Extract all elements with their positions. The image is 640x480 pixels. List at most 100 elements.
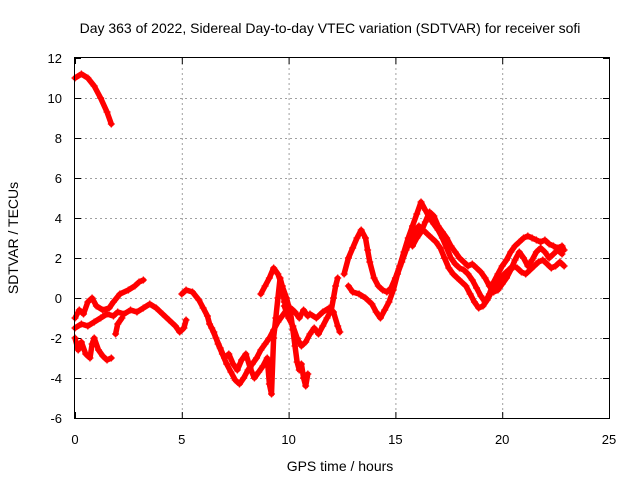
data-point — [398, 258, 406, 266]
data-point — [470, 298, 478, 306]
data-point — [408, 242, 416, 250]
series-segment-7 — [208, 274, 288, 398]
data-point — [94, 346, 102, 354]
data-point — [511, 242, 519, 250]
data-point — [278, 282, 286, 290]
data-point — [84, 322, 92, 330]
data-point — [451, 248, 459, 256]
data-point — [558, 242, 566, 250]
data-point — [124, 286, 132, 294]
data-point — [477, 292, 485, 300]
data-point — [146, 300, 154, 308]
data-point — [180, 324, 188, 332]
data-point — [364, 246, 372, 254]
data-point — [372, 308, 380, 316]
data-point — [468, 276, 476, 284]
data-point — [453, 274, 461, 282]
data-point — [329, 308, 337, 316]
data-point — [376, 314, 384, 322]
data-point — [494, 270, 502, 278]
series-segment-10 — [306, 304, 344, 336]
data-point — [340, 270, 348, 278]
data-point — [323, 314, 331, 322]
data-point — [84, 298, 92, 306]
data-point — [97, 314, 105, 322]
data-point — [88, 340, 96, 348]
data-point — [394, 270, 402, 278]
data-point — [428, 234, 436, 242]
y-tick-label: -6 — [50, 411, 62, 426]
x-tick-label: 25 — [602, 432, 616, 447]
data-point — [295, 314, 303, 322]
data-point — [441, 254, 449, 262]
data-point — [522, 270, 530, 278]
data-point — [502, 274, 510, 282]
data-point — [176, 328, 184, 336]
data-point — [221, 354, 229, 362]
y-tick-label: 6 — [55, 171, 62, 186]
data-point — [537, 244, 545, 252]
data-point — [379, 286, 387, 294]
data-point — [515, 248, 523, 256]
data-point — [131, 282, 139, 290]
data-point — [366, 258, 374, 266]
data-point — [421, 218, 429, 226]
data-point — [515, 238, 523, 246]
data-point — [310, 324, 318, 332]
series-segment-9 — [280, 274, 342, 350]
y-tick-label: 8 — [55, 131, 62, 146]
data-point — [312, 314, 320, 322]
data-point — [432, 238, 440, 246]
x-axis-label: GPS time / hours — [287, 458, 394, 474]
data-point — [520, 234, 528, 242]
data-point — [502, 256, 510, 264]
y-tick-label: -2 — [50, 331, 62, 346]
data-point — [475, 304, 483, 312]
chart-title: Day 363 of 2022, Sidereal Day-to-day VTE… — [80, 20, 581, 36]
data-point — [334, 274, 342, 282]
data-point — [90, 318, 98, 326]
data-point — [349, 244, 357, 252]
data-point — [152, 304, 160, 312]
data-point — [165, 316, 173, 324]
data-point — [460, 266, 468, 274]
data-point — [103, 356, 111, 364]
data-point — [485, 282, 493, 290]
data-point — [114, 308, 122, 316]
data-point — [370, 274, 378, 282]
data-point — [302, 338, 310, 346]
data-point — [524, 262, 532, 270]
data-point — [455, 264, 463, 272]
data-point — [361, 234, 369, 242]
series-segment-13 — [408, 208, 566, 296]
data-point — [389, 286, 397, 294]
data-point — [223, 360, 231, 368]
y-tick-label: 10 — [48, 91, 62, 106]
data-point — [238, 356, 246, 364]
data-point — [304, 370, 312, 378]
data-point — [411, 228, 419, 236]
data-point — [84, 74, 92, 82]
data-point — [74, 346, 82, 354]
data-point — [103, 310, 111, 318]
data-point — [464, 270, 472, 278]
series-segment-5 — [112, 314, 126, 338]
data-point — [349, 288, 357, 296]
data-point — [274, 294, 282, 302]
data-point — [466, 290, 474, 298]
data-point — [549, 250, 557, 258]
data-point — [90, 334, 98, 342]
data-point — [259, 362, 267, 370]
data-point — [517, 268, 525, 276]
x-tick-label: 5 — [178, 432, 185, 447]
data-point — [479, 302, 487, 310]
data-point — [481, 274, 489, 282]
data-point — [344, 282, 352, 290]
data-point — [490, 288, 498, 296]
data-point — [274, 270, 282, 278]
data-point — [498, 280, 506, 288]
data-point — [291, 342, 299, 350]
data-point — [112, 330, 120, 338]
data-point — [261, 282, 269, 290]
